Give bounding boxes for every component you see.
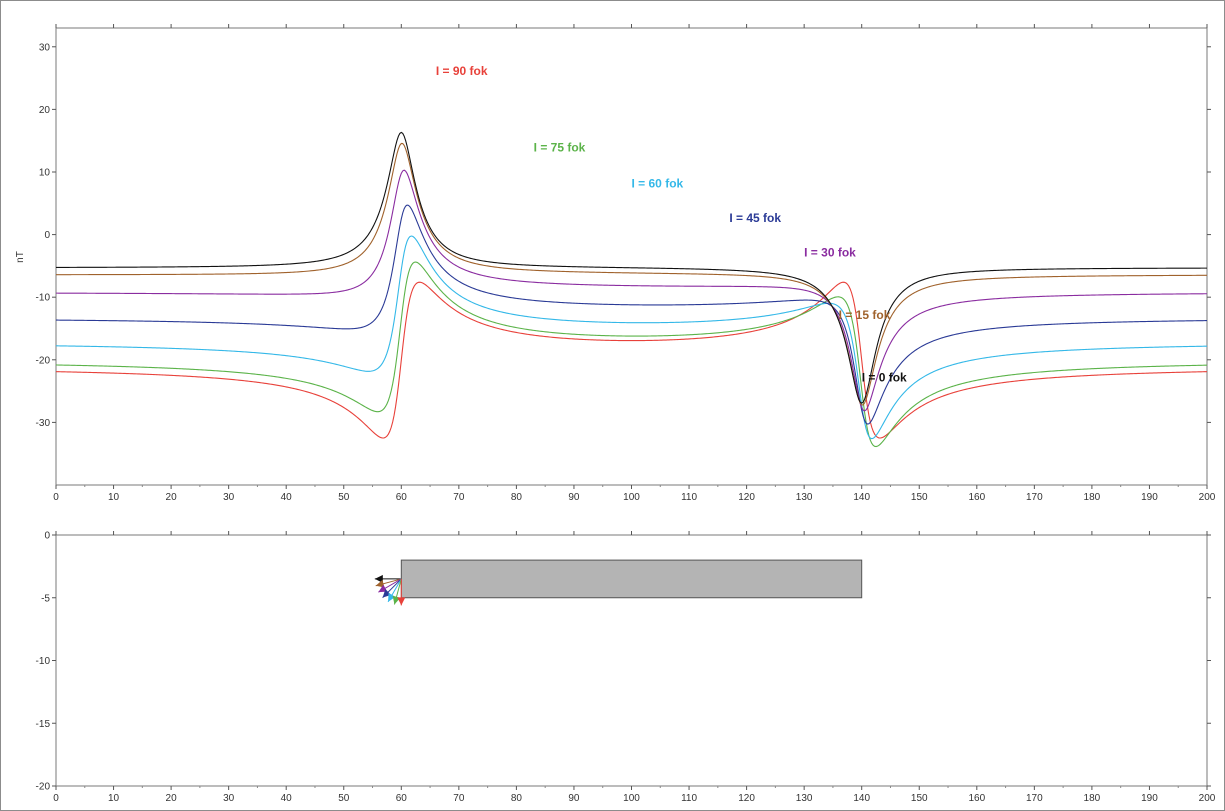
model-x-tick-label: 70 <box>453 793 465 804</box>
series-line-i15 <box>56 142 1207 406</box>
model-x-tick-label: 130 <box>796 793 813 804</box>
anomaly-x-tick-label: 90 <box>568 492 580 503</box>
anomaly-x-tick-label: 30 <box>223 492 235 503</box>
anomaly-x-tick-label: 100 <box>623 492 640 503</box>
series-label-i60: I = 60 fok <box>632 177 684 191</box>
anomaly-x-tick-label: 20 <box>166 492 178 503</box>
model-x-tick-label: 80 <box>511 793 523 804</box>
anomaly-y-tick-label: 10 <box>39 167 51 178</box>
model-x-tick-label: 90 <box>568 793 580 804</box>
series-label-i15: I = 15 fok <box>839 308 891 322</box>
anomaly-x-tick-label: 80 <box>511 492 523 503</box>
anomaly-y-tick-label: 0 <box>44 230 50 241</box>
anomaly-plot-frame <box>55 27 1208 486</box>
series-line-i0 <box>55 131 1207 404</box>
anomaly-y-tick-label: -30 <box>36 418 51 429</box>
vector-arrowhead-i90 <box>397 597 406 606</box>
model-x-tick-label: 110 <box>681 793 697 804</box>
anomaly-y-tick-label: -20 <box>36 355 51 366</box>
model-x-tick-label: 160 <box>968 793 985 804</box>
magnetic-body <box>400 559 863 599</box>
anomaly-x-tick-label: 60 <box>396 492 408 503</box>
model-x-tick-label: 140 <box>853 793 870 804</box>
anomaly-x-tick-label: 190 <box>1141 492 1158 503</box>
body-model-plot: 0 10 20 30 40 50 60 70 80 90 100 110 120 130 140 150 160… <box>36 531 1216 805</box>
series-line-i90 <box>55 281 1208 439</box>
model-x-tick-label: 40 <box>281 793 293 804</box>
anomaly-x-tick-label: 170 <box>1026 492 1043 503</box>
y-axis-label: nT <box>15 251 26 263</box>
model-x-tick-label: 190 <box>1141 793 1158 804</box>
anomaly-x-tick-label: 140 <box>853 492 870 503</box>
series-label-i0: I = 0 fok <box>862 371 907 385</box>
series-line-i45 <box>55 204 1208 425</box>
model-y-tick-label: -15 <box>36 719 51 730</box>
model-y-tick-label: 0 <box>44 531 50 542</box>
anomaly-y-tick-label: 30 <box>39 42 51 53</box>
series-line-i30 <box>56 169 1208 412</box>
series-label-i90: I = 90 fok <box>436 64 488 78</box>
series-label-i45: I = 45 fok <box>729 211 781 225</box>
vector-arrowhead-i15 <box>375 579 385 588</box>
anomaly-x-tick-label: 180 <box>1084 492 1101 503</box>
anomaly-x-tick-label: 150 <box>911 492 928 503</box>
anomaly-x-tick-label: 200 <box>1199 492 1216 503</box>
model-x-tick-label: 50 <box>338 793 350 804</box>
model-x-tick-label: 20 <box>166 793 178 804</box>
vector-arrowhead-i60 <box>388 592 396 602</box>
model-x-tick-label: 200 <box>1199 793 1216 804</box>
series-label-i75: I = 75 fok <box>534 140 586 154</box>
series-label-i30: I = 30 fok <box>804 246 856 260</box>
anomaly-y-tick-label: 20 <box>39 105 51 116</box>
anomaly-x-tick-label: 0 <box>53 492 59 503</box>
anomaly-x-tick-label: 10 <box>108 492 120 503</box>
model-x-tick-label: 170 <box>1026 793 1043 804</box>
model-x-tick-label: 60 <box>396 793 408 804</box>
anomaly-x-tick-label: 160 <box>968 492 985 503</box>
model-x-tick-label: 10 <box>108 793 120 804</box>
model-x-tick-label: 100 <box>623 793 640 804</box>
anomaly-x-tick-label: 40 <box>281 492 293 503</box>
model-x-tick-label: 120 <box>738 793 755 804</box>
model-x-tick-label: 30 <box>223 793 235 804</box>
model-x-tick-label: 0 <box>53 793 59 804</box>
model-y-tick-label: -5 <box>41 593 50 604</box>
model-y-tick-label: -10 <box>36 656 51 667</box>
series-line-i60 <box>55 235 1208 440</box>
model-x-tick-label: 150 <box>911 793 928 804</box>
anomaly-x-tick-label: 120 <box>738 492 755 503</box>
anomaly-x-tick-label: 110 <box>681 492 697 503</box>
anomaly-x-tick-label: 70 <box>453 492 465 503</box>
series-line-i75 <box>55 261 1208 448</box>
anomaly-x-tick-label: 130 <box>796 492 813 503</box>
model-x-tick-label: 180 <box>1084 793 1101 804</box>
anomaly-plot: 0 10 20 30 40 50 60 70 80 90 100 110 120 130 140 150 160… <box>15 24 1216 503</box>
vector-arrowhead-i0 <box>374 574 383 583</box>
model-y-tick-label: -20 <box>36 782 51 793</box>
anomaly-y-tick-label: -10 <box>36 293 51 304</box>
anomaly-x-tick-label: 50 <box>338 492 350 503</box>
